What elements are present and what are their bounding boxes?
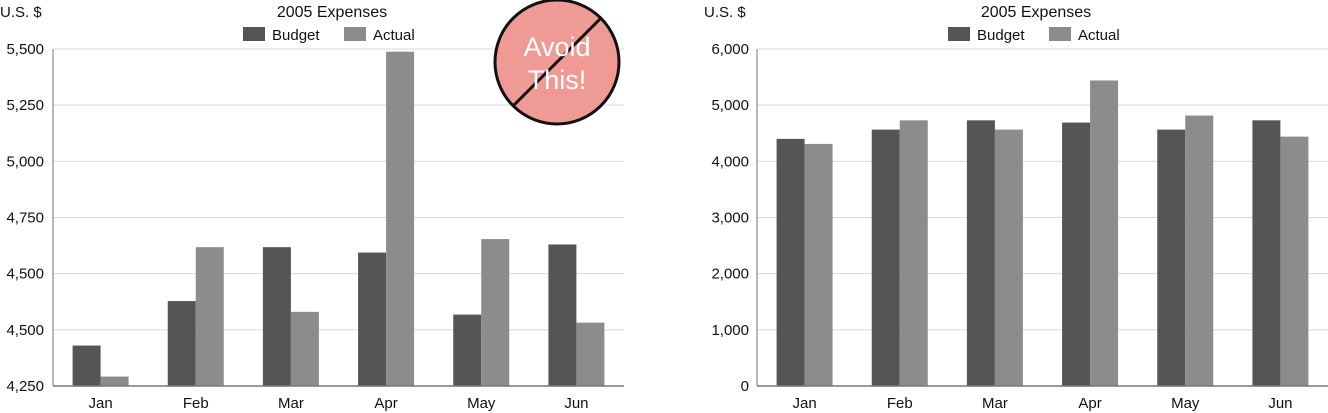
y-tick-label: 5,500 — [6, 41, 44, 58]
y-tick-label: 5,000 — [711, 97, 749, 114]
bar-actual-jan — [804, 143, 833, 386]
bar-actual-jun — [576, 322, 605, 386]
y-tick-label: 5,000 — [6, 153, 44, 170]
legend-swatch-budget — [948, 27, 970, 41]
x-tick-label: Mar — [982, 395, 1008, 412]
bars-right — [776, 80, 1309, 387]
x-tick-labels-right: Jan Feb Mar Apr May Jun — [792, 395, 1292, 412]
bar-budget-mar — [262, 247, 291, 386]
bar-actual-may — [1185, 115, 1214, 387]
chart-right: U.S. $ 2005 Expenses Budget Actual 0 1,00… — [704, 4, 1328, 412]
y-tick-label: 2,000 — [711, 266, 749, 283]
bar-budget-feb — [871, 129, 900, 386]
bar-actual-feb — [899, 120, 928, 386]
bar-actual-jun — [1280, 136, 1309, 386]
y-tick-label: 4,250 — [6, 378, 44, 395]
avoid-this-stamp: Avoid This! — [493, 0, 621, 126]
bar-budget-jun — [548, 244, 577, 386]
x-tick-label: Jan — [792, 395, 816, 412]
bar-budget-may — [1157, 129, 1186, 386]
bar-budget-jun — [1252, 120, 1281, 386]
y-tick-label: 4,000 — [711, 153, 749, 170]
gridlines-right — [757, 48, 1328, 331]
chart-title-left: 2005 Expenses — [277, 4, 387, 21]
x-tick-label: May — [467, 395, 496, 412]
x-tick-label: Jun — [1268, 395, 1292, 412]
legend-left: Budget Actual — [243, 27, 415, 44]
x-tick-label: Apr — [374, 395, 397, 412]
x-tick-label: Apr — [1078, 395, 1101, 412]
bar-actual-jan — [100, 376, 129, 386]
legend-label-budget: Budget — [272, 27, 320, 44]
bars-left — [72, 51, 605, 387]
bar-budget-apr — [358, 252, 387, 386]
x-tick-labels-left: Jan Feb Mar Apr May Jun — [88, 395, 588, 412]
bar-actual-mar — [290, 311, 319, 386]
bar-actual-feb — [195, 247, 224, 386]
x-tick-label: Feb — [887, 395, 913, 412]
y-tick-label: 5,250 — [6, 97, 44, 114]
bar-budget-jan — [776, 138, 805, 386]
legend-swatch-actual — [1049, 27, 1071, 41]
bar-budget-apr — [1062, 122, 1091, 386]
y-tick-label: 3,000 — [711, 210, 749, 227]
stamp-text-line2: This! — [528, 65, 587, 95]
y-tick-label: 1,000 — [711, 322, 749, 339]
x-tick-label: Jun — [564, 395, 588, 412]
x-tick-label: Mar — [278, 395, 304, 412]
bar-budget-jan — [72, 345, 101, 386]
legend-label-budget: Budget — [977, 27, 1025, 44]
x-tick-label: May — [1171, 395, 1200, 412]
legend-right: Budget Actual — [948, 27, 1120, 44]
legend-label-actual: Actual — [373, 27, 415, 44]
bar-budget-mar — [966, 120, 995, 386]
y-tick-label: 4,500 — [6, 266, 44, 283]
bar-budget-may — [453, 314, 482, 386]
chart-left: U.S. $ 2005 Expenses Budget Actual 4,250… — [0, 4, 624, 412]
bar-actual-may — [481, 239, 510, 386]
bar-actual-apr — [386, 51, 415, 387]
y-unit-label-right: U.S. $ — [704, 4, 746, 21]
chart-title-right: 2005 Expenses — [981, 4, 1091, 21]
bar-actual-mar — [994, 129, 1023, 386]
x-tick-label: Jan — [88, 395, 112, 412]
prohibition-icon — [493, 0, 621, 126]
y-tick-label: 4,750 — [6, 210, 44, 227]
legend-label-actual: Actual — [1078, 27, 1120, 44]
stamp-text-line1: Avoid — [523, 32, 590, 62]
bar-budget-feb — [167, 301, 196, 386]
y-tick-labels-right: 0 1,000 2,000 3,000 4,000 5,000 6,000 — [711, 41, 749, 395]
bar-actual-apr — [1090, 80, 1119, 386]
y-tick-labels-left: 4,250 4,500 4,500 4,750 5,000 5,250 5,500 — [6, 41, 44, 395]
legend-swatch-budget — [243, 27, 265, 41]
y-tick-label: 4,500 — [6, 322, 44, 339]
x-tick-label: Feb — [183, 395, 209, 412]
y-unit-label-left: U.S. $ — [0, 4, 42, 21]
y-tick-label: 6,000 — [711, 41, 749, 58]
y-tick-label: 0 — [741, 378, 749, 395]
legend-swatch-actual — [344, 27, 366, 41]
